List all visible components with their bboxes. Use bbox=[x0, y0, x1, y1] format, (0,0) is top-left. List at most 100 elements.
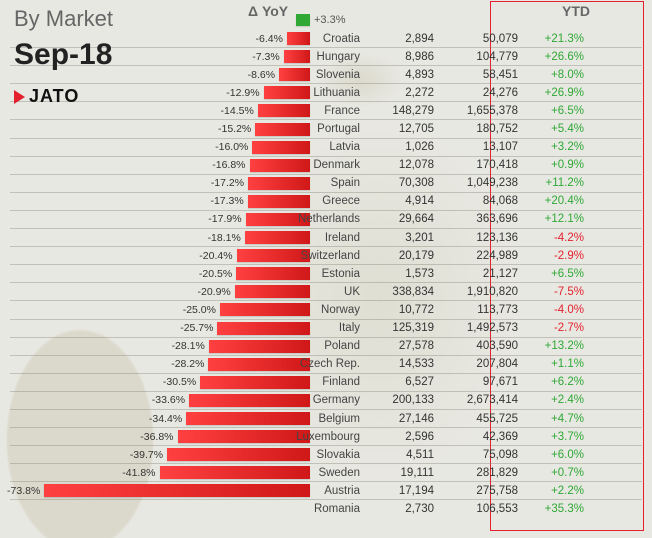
reference-bar bbox=[296, 14, 310, 26]
month-value: 125,319 bbox=[364, 322, 434, 334]
yoy-value: -41.8% bbox=[122, 467, 155, 479]
ytd-value: 58,451 bbox=[438, 69, 518, 81]
yoy-reference: +3.3% bbox=[296, 14, 346, 26]
country-name: Czech Rep. bbox=[260, 358, 360, 370]
month-value: 27,578 bbox=[364, 340, 434, 352]
ytd-pct: -4.0% bbox=[524, 304, 584, 316]
month-value: 29,664 bbox=[364, 213, 434, 225]
yoy-label: Δ YoY bbox=[248, 3, 288, 19]
ytd-value: 104,779 bbox=[438, 51, 518, 63]
yoy-value: -20.4% bbox=[199, 250, 232, 262]
country-name: Switzerland bbox=[260, 250, 360, 262]
ytd-value: 275,758 bbox=[438, 485, 518, 497]
logo-text: JATO bbox=[29, 86, 79, 107]
month-value: 14,533 bbox=[364, 358, 434, 370]
ytd-pct: +0.9% bbox=[524, 159, 584, 171]
country-name: Portugal bbox=[260, 123, 360, 135]
ytd-pct: +3.2% bbox=[524, 141, 584, 153]
ytd-pct: +1.1% bbox=[524, 358, 584, 370]
month-value: 1,026 bbox=[364, 141, 434, 153]
yoy-value: -28.2% bbox=[171, 358, 204, 370]
month-value: 27,146 bbox=[364, 413, 434, 425]
yoy-value: -39.7% bbox=[130, 449, 163, 461]
yoy-value: -28.1% bbox=[172, 340, 205, 352]
month-value: 200,133 bbox=[364, 394, 434, 406]
ytd-pct: +20.4% bbox=[524, 195, 584, 207]
table-row: -20.4%Switzerland20,179224,989-2.9% bbox=[10, 247, 642, 265]
table-row: -17.2%Spain70,3081,049,238+11.2% bbox=[10, 175, 642, 193]
table-row: -16.8%Denmark12,078170,418+0.9% bbox=[10, 157, 642, 175]
yoy-value: -17.3% bbox=[210, 195, 243, 207]
month-value: 70,308 bbox=[364, 177, 434, 189]
month-value: 4,893 bbox=[364, 69, 434, 81]
country-name: France bbox=[260, 105, 360, 117]
yoy-value: -16.0% bbox=[215, 141, 248, 153]
ytd-value: 170,418 bbox=[438, 159, 518, 171]
ytd-value: 106,553 bbox=[438, 503, 518, 515]
yoy-value: -33.6% bbox=[152, 394, 185, 406]
ytd-pct: +6.5% bbox=[524, 105, 584, 117]
ytd-pct: +35.3% bbox=[524, 503, 584, 515]
country-name: Croatia bbox=[260, 33, 360, 45]
month-value: 8,986 bbox=[364, 51, 434, 63]
ytd-value: 403,590 bbox=[438, 340, 518, 352]
country-name: UK bbox=[260, 286, 360, 298]
ytd-value: 42,369 bbox=[438, 431, 518, 443]
yoy-value: -25.7% bbox=[180, 322, 213, 334]
country-name: Estonia bbox=[260, 268, 360, 280]
country-name: Norway bbox=[260, 304, 360, 316]
yoy-value: -20.5% bbox=[199, 268, 232, 280]
yoy-value: -34.4% bbox=[149, 413, 182, 425]
title-period: Sep-18 bbox=[14, 38, 113, 72]
yoy-value: -17.2% bbox=[211, 177, 244, 189]
table-row: -28.1% Poland 27,578 403,590 +13.2% bbox=[10, 338, 642, 356]
table-row: -18.1%Ireland3,201123,136-4.2% bbox=[10, 229, 642, 247]
month-value: 4,511 bbox=[364, 449, 434, 461]
table-row: -15.2%Portugal12,705180,752+5.4% bbox=[10, 120, 642, 138]
country-name: Spain bbox=[260, 177, 360, 189]
ytd-pct: +6.2% bbox=[524, 376, 584, 388]
yoy-value: -36.8% bbox=[140, 431, 173, 443]
yoy-value: -14.5% bbox=[221, 105, 254, 117]
yoy-value: -25.0% bbox=[183, 304, 216, 316]
month-value: 6,527 bbox=[364, 376, 434, 388]
table-row: -41.8%Sweden19,111281,829+0.7% bbox=[10, 464, 642, 482]
ytd-value: 2,673,414 bbox=[438, 394, 518, 406]
content: By Market Sep-18 JATO Δ YoY +3.3% YTD -6… bbox=[0, 0, 652, 14]
ytd-pct: -7.5% bbox=[524, 286, 584, 298]
country-name: Slovakia bbox=[260, 449, 360, 461]
ytd-value: 1,655,378 bbox=[438, 105, 518, 117]
ytd-value: 1,049,238 bbox=[438, 177, 518, 189]
ytd-value: 24,276 bbox=[438, 87, 518, 99]
ytd-pct: +2.2% bbox=[524, 485, 584, 497]
country-name: Poland bbox=[260, 340, 360, 352]
month-value: 2,894 bbox=[364, 33, 434, 45]
yoy-value: -17.9% bbox=[208, 213, 241, 225]
ytd-value: 84,068 bbox=[438, 195, 518, 207]
table-row: -17.9%Netherlands29,664363,696+12.1% bbox=[10, 211, 642, 229]
ytd-pct: +6.5% bbox=[524, 268, 584, 280]
header-left: By Market Sep-18 JATO bbox=[14, 6, 113, 107]
ytd-value: 207,804 bbox=[438, 358, 518, 370]
month-value: 2,730 bbox=[364, 503, 434, 515]
ytd-pct: -2.9% bbox=[524, 250, 584, 262]
ytd-value: 13,107 bbox=[438, 141, 518, 153]
ytd-pct: +4.7% bbox=[524, 413, 584, 425]
country-name: Latvia bbox=[260, 141, 360, 153]
logo-triangle-icon bbox=[14, 90, 25, 104]
yoy-value: -15.2% bbox=[218, 123, 251, 135]
country-name: Hungary bbox=[260, 51, 360, 63]
ytd-pct: +8.0% bbox=[524, 69, 584, 81]
table-row: -34.4%Belgium27,146455,725+4.7% bbox=[10, 410, 642, 428]
ytd-pct: +21.3% bbox=[524, 33, 584, 45]
month-value: 3,201 bbox=[364, 232, 434, 244]
country-name: Italy bbox=[260, 322, 360, 334]
month-value: 12,705 bbox=[364, 123, 434, 135]
title-by-market: By Market bbox=[14, 6, 113, 32]
ytd-value: 75,098 bbox=[438, 449, 518, 461]
yoy-value: -30.5% bbox=[163, 376, 196, 388]
ytd-pct: +13.2% bbox=[524, 340, 584, 352]
table-row: -17.3%Greece4,91484,068+20.4% bbox=[10, 193, 642, 211]
table-row: -28.2% Czech Rep. 14,533 207,804 +1.1% bbox=[10, 356, 642, 374]
table-row: -39.7%Slovakia4,51175,098+6.0% bbox=[10, 446, 642, 464]
